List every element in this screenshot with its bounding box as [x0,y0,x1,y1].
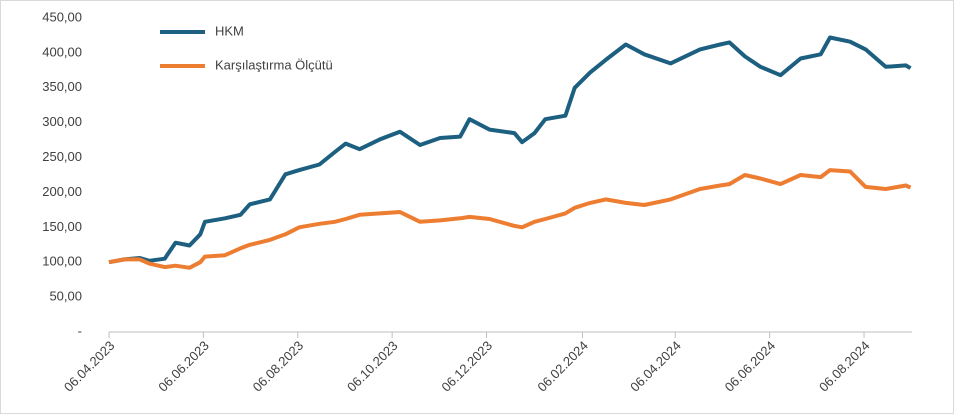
y-tick-label: 400,00 [42,44,82,59]
legend-label: HKM [215,23,244,38]
series-line [108,35,912,265]
y-tick-label: 300,00 [42,114,82,129]
y-tick-label: 450,00 [42,9,82,24]
y-tick-label: 150,00 [42,219,82,234]
series-line [108,168,912,270]
y-tick-label: 350,00 [42,79,82,94]
y-tick-label: 100,00 [42,254,82,269]
y-tick-label: 50,00 [49,289,82,304]
y-tick-label: - [78,323,82,338]
y-tick-label: 200,00 [42,184,82,199]
legend-label: Karşılaştırma Ölçütü [215,57,333,72]
y-tick-label: 250,00 [42,149,82,164]
